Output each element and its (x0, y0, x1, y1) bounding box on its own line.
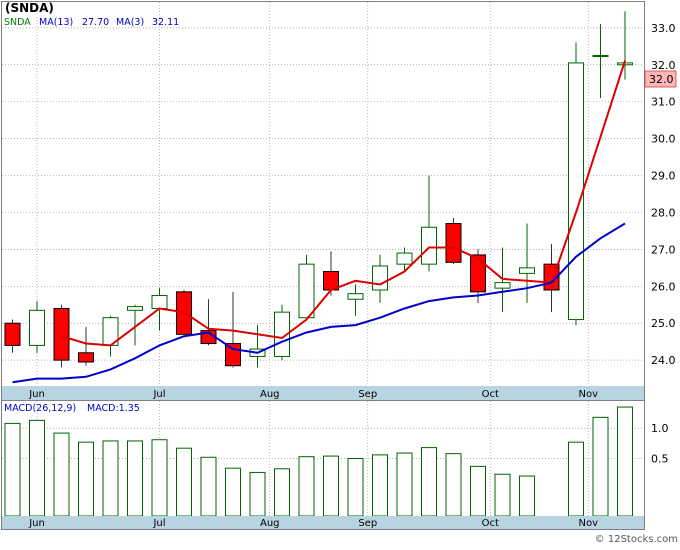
candle-body (372, 265, 388, 291)
macd-bar (127, 440, 143, 517)
macd-title: MACD(26,12,9) (4, 403, 76, 414)
price-x-tick-label: Aug (260, 389, 280, 400)
candle-body (421, 226, 437, 265)
macd-bar (102, 440, 119, 517)
macd-x-tick-label: Nov (578, 518, 598, 529)
price-x-tick-labels: Jun Jul Aug Sep Oct Nov (28, 389, 598, 400)
macd-x-tick-labels: Jun Jul Aug Sep Oct Nov (28, 518, 598, 529)
macd-bar (617, 406, 633, 517)
macd-bar (53, 432, 70, 517)
candle-body (494, 282, 511, 289)
price-x-tick-label: Sep (358, 389, 377, 400)
macd-y-tick-label: 1.0 (651, 422, 669, 435)
candle-body (274, 311, 290, 357)
candle-body (127, 306, 143, 311)
macd-y-tick-labels: 0.5 1.0 (651, 422, 669, 465)
macd-bar (29, 419, 45, 517)
price-x-axis-band (2, 386, 644, 400)
price-x-tick-label: Nov (578, 389, 598, 400)
price-y-tick-label: 28.0 (651, 206, 676, 219)
legend-ma3-label: MA(3) (116, 17, 144, 28)
price-y-tick-label: 33.0 (651, 22, 676, 35)
macd-bar (225, 467, 241, 517)
candle-body (347, 293, 364, 300)
candle-body (151, 295, 168, 309)
price-y-tick-label: 31.0 (651, 96, 676, 109)
macd-bar (176, 447, 192, 517)
macd-bar (274, 468, 290, 517)
macd-bar (592, 416, 609, 517)
last-price-tag (644, 70, 677, 88)
candle-body (4, 322, 21, 346)
macd-bar (494, 473, 511, 517)
macd-bar (78, 441, 94, 517)
ma13-line (12, 222, 626, 384)
macd-bar (151, 439, 168, 517)
price-y-tick-label: 26.0 (651, 280, 676, 293)
price-y-tick-label: 32.0 (651, 59, 676, 72)
macd-bar (519, 475, 535, 517)
macd-bar (323, 455, 339, 517)
price-x-tick-label: Oct (482, 389, 499, 400)
macd-value-label: MACD:1.35 (87, 403, 140, 414)
last-price-tag-label: 32.0 (649, 73, 674, 86)
macd-bar (298, 456, 315, 517)
candle-body (519, 267, 535, 274)
macd-bar (249, 471, 266, 517)
candle-body (470, 254, 486, 293)
macd-x-axis-band (2, 516, 644, 529)
macd-bar (4, 422, 21, 517)
legend-series-label: SNDA (4, 17, 31, 28)
candle-body (78, 352, 94, 363)
macd-x-tick-label: Oct (482, 518, 499, 529)
macd-x-tick-label: Jul (152, 518, 165, 529)
watermark: © 12Stocks.com (595, 534, 678, 545)
price-y-tick-label: 24.0 (651, 354, 676, 367)
macd-x-tick-label: Aug (260, 518, 280, 529)
candle-body (225, 343, 241, 367)
macd-bar (347, 458, 364, 517)
price-panel-frame (1, 1, 645, 401)
macd-bar (445, 453, 462, 517)
macd-bar (396, 452, 413, 517)
symbol-title: (SNDA) (5, 1, 54, 15)
price-y-tick-label: 27.0 (651, 243, 676, 256)
price-y-tick-label: 25.0 (651, 317, 676, 330)
candle-body (298, 263, 315, 319)
moving-average-lines (12, 60, 626, 384)
legend-ma13-value: 27.70 (82, 17, 109, 28)
candle-body (29, 309, 45, 346)
price-x-tick-label: Jun (28, 389, 45, 400)
macd-bar (568, 441, 584, 517)
macd-bar (372, 454, 388, 517)
legend-ma3-value: 32.11 (152, 17, 179, 28)
price-x-tick-label: Jul (152, 389, 165, 400)
macd-y-tick-label: 0.5 (651, 453, 669, 466)
candle-body (445, 223, 462, 263)
macd-x-tick-label: Sep (358, 518, 377, 529)
price-y-tick-labels: 24.0 25.0 26.0 27.0 28.0 29.0 30.0 31.0 32.0 33.0 (651, 22, 676, 367)
macd-bar (200, 456, 217, 517)
price-y-tick-label: 30.0 (651, 133, 676, 146)
candle-body (568, 62, 584, 321)
legend-ma13-label: MA(13) (39, 17, 73, 28)
candle-body (592, 55, 609, 58)
ma3-line (61, 60, 626, 347)
candle-body (53, 307, 70, 361)
macd-bar (470, 465, 486, 517)
price-y-tick-label: 29.0 (651, 170, 676, 183)
candle-body (396, 252, 413, 265)
macd-x-tick-label: Jun (28, 518, 45, 529)
macd-bar (421, 447, 437, 517)
